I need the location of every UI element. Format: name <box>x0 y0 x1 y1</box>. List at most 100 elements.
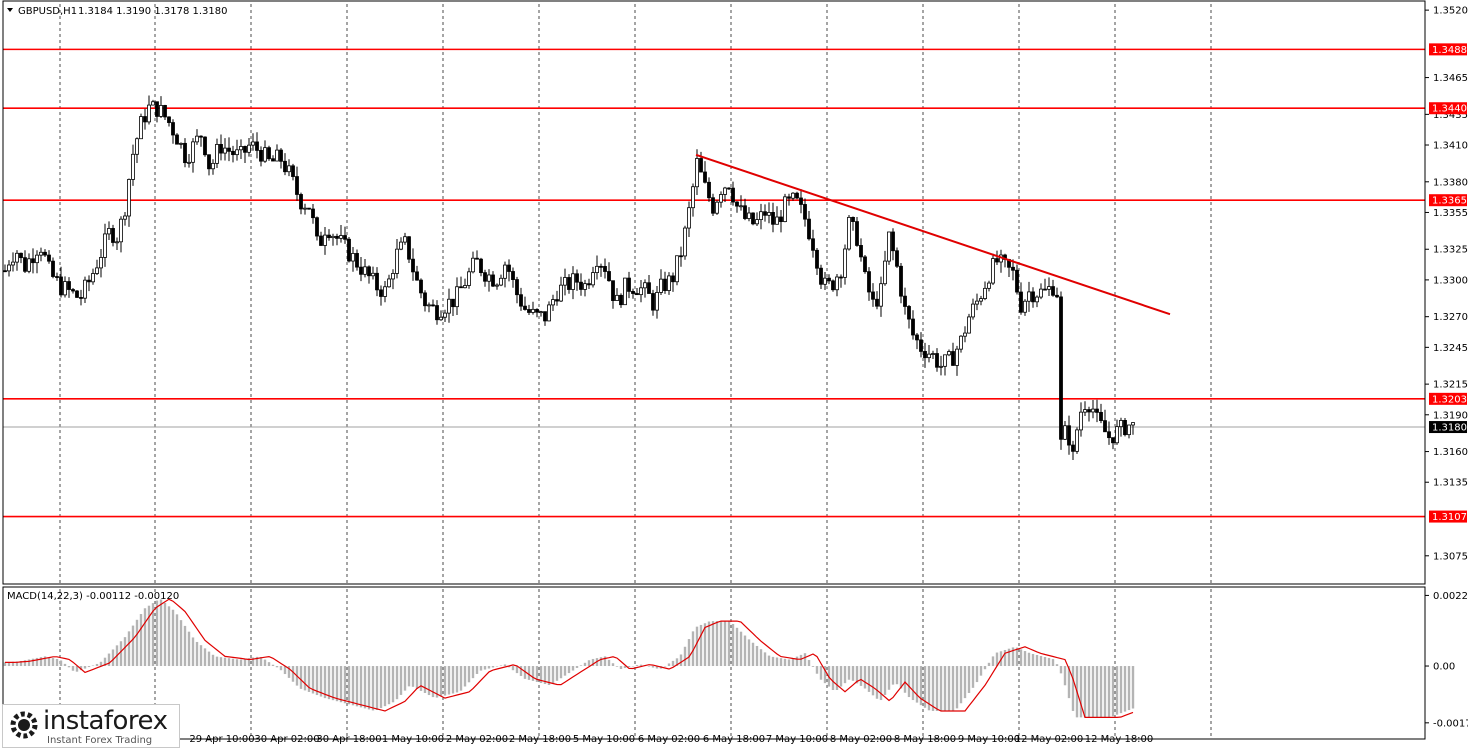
candle-body-159 <box>639 287 643 296</box>
candle-body-121 <box>487 274 491 282</box>
candle-body-68 <box>275 149 279 162</box>
candle-body-281 <box>1127 424 1131 436</box>
candle-body-127 <box>511 271 515 280</box>
x-tick-label-0: 29 Apr 10:00 <box>189 734 254 745</box>
candle-body-192 <box>771 212 775 225</box>
candle-body-236 <box>947 351 951 356</box>
macd-bar-257 <box>1031 653 1035 667</box>
candle-body-52 <box>211 162 215 170</box>
candle-body-34 <box>139 116 143 140</box>
x-tick-label-10: 8 May 02:00 <box>830 734 892 745</box>
macd-bar-134 <box>539 666 543 683</box>
candle-body-108 <box>435 305 439 321</box>
candle-body-2 <box>11 261 15 266</box>
macd-bar-226 <box>907 666 911 698</box>
candle-body-67 <box>271 158 275 162</box>
candle-body-77 <box>311 208 315 219</box>
candle-body-32 <box>131 153 135 180</box>
level-tag-2: 1.3365 <box>1432 196 1467 207</box>
macd-bar-126 <box>507 666 511 668</box>
macd-bar-106 <box>427 666 431 696</box>
macd-bar-48 <box>195 641 199 667</box>
macd-bar-264 <box>1059 666 1063 674</box>
candle-body-10 <box>43 251 47 256</box>
macd-bar-130 <box>523 666 527 679</box>
candle-body-143 <box>575 273 579 283</box>
candle-body-161 <box>647 282 651 294</box>
macd-bar-31 <box>127 631 131 667</box>
x-tick-label-2: 30 Apr 18:00 <box>316 734 381 745</box>
macd-bar-25 <box>103 657 107 667</box>
candle-body-35 <box>143 116 147 123</box>
macd-bar-177 <box>711 621 715 667</box>
macd-bar-44 <box>179 620 183 667</box>
candle-body-13 <box>55 276 59 278</box>
macd-bar-23 <box>95 663 99 667</box>
candle-body-88 <box>355 253 359 268</box>
candle-body-98 <box>395 248 399 274</box>
candle-body-7 <box>31 258 35 264</box>
macd-bar-104 <box>419 666 423 691</box>
macd-bar-194 <box>779 658 783 667</box>
candle-body-224 <box>899 265 903 297</box>
macd-bar-87 <box>351 666 355 706</box>
macd-bar-92 <box>371 666 375 711</box>
candle-body-61 <box>247 144 251 153</box>
macd-bar-62 <box>251 657 255 667</box>
x-tick-label-7: 6 May 02:00 <box>638 734 700 745</box>
candle-body-63 <box>255 141 259 151</box>
candle-body-139 <box>559 284 563 302</box>
candle-body-207 <box>831 280 835 291</box>
candle-body-233 <box>935 353 939 368</box>
macd-bar-50 <box>203 648 207 667</box>
candle-body-125 <box>503 264 507 279</box>
candle-body-151 <box>607 271 611 282</box>
macd-bar-114 <box>459 666 463 691</box>
macd-bar-246 <box>987 662 991 667</box>
candle-body-59 <box>239 146 243 151</box>
candle-body-137 <box>551 299 555 306</box>
macd-bar-29 <box>119 641 123 667</box>
candle-body-227 <box>911 318 915 336</box>
macd-bar-231 <box>927 666 931 711</box>
macd-bar-165 <box>663 666 667 667</box>
macd-bar-72 <box>291 666 295 682</box>
candle-body-158 <box>635 293 639 296</box>
macd-bar-228 <box>915 666 919 703</box>
trendline-group <box>695 153 1171 316</box>
macd-bar-110 <box>443 666 447 696</box>
symbol-label: GBPUSD,H1 <box>18 6 77 17</box>
macd-bar-258 <box>1035 654 1039 667</box>
candle-body-152 <box>611 280 615 301</box>
macd-bar-5 <box>23 660 27 667</box>
macd-bar-273 <box>1095 666 1099 718</box>
macd-bar-146 <box>587 660 591 667</box>
macd-bar-52 <box>211 654 215 667</box>
macd-bar-97 <box>391 666 395 703</box>
candle-body-150 <box>603 266 607 272</box>
candle-body-269 <box>1079 411 1083 431</box>
macd-bar-83 <box>335 666 339 702</box>
macd-bar-56 <box>227 658 231 667</box>
macd-bar-223 <box>895 666 899 685</box>
candle-body-114 <box>459 286 463 289</box>
trendline <box>695 153 1171 316</box>
candle-body-123 <box>495 284 499 287</box>
macd-bar-69 <box>279 666 283 671</box>
macd-bar-136 <box>547 666 551 686</box>
y-tick-label-12: 1.3160 <box>1433 447 1468 458</box>
macd-bar-276 <box>1107 666 1111 718</box>
macd-bar-68 <box>275 666 279 668</box>
candle-body-92 <box>371 272 375 277</box>
candle-body-177 <box>711 197 715 214</box>
macd-bar-140 <box>563 666 567 676</box>
candle-body-78 <box>315 217 319 237</box>
candle-body-185 <box>743 205 747 219</box>
macd-bar-98 <box>395 666 399 700</box>
candle-body-144 <box>579 281 583 290</box>
macd-bar-127 <box>511 666 515 671</box>
macd-bar-217 <box>871 666 875 696</box>
macd-bar-270 <box>1083 666 1087 718</box>
candle-body-136 <box>547 304 551 322</box>
candle-body-42 <box>171 122 175 136</box>
